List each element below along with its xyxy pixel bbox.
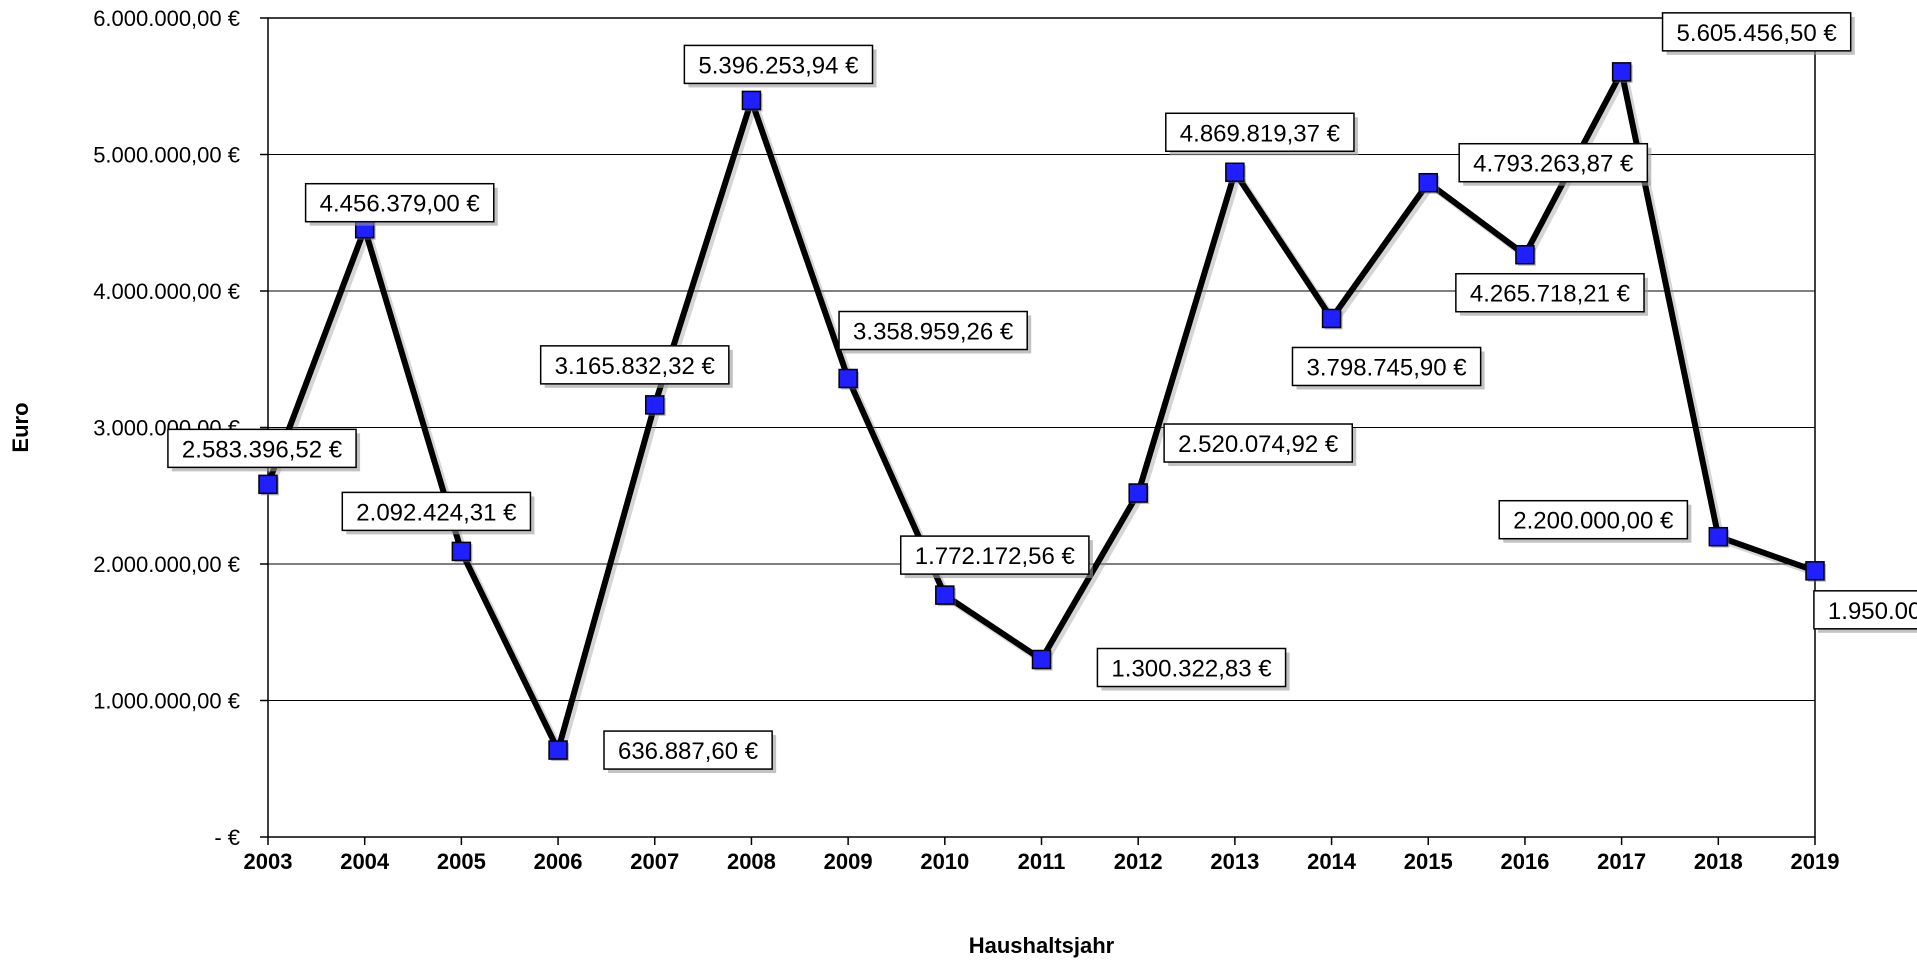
data-label-text: 4.869.819,37 € (1180, 120, 1341, 147)
data-label-2015: 4.793.263,87 € (1458, 142, 1652, 186)
data-label-box (539, 345, 730, 385)
x-tick-label-2018: 2018 (1694, 849, 1743, 874)
x-tick-label-2010: 2010 (920, 849, 969, 874)
data-label-box (1813, 590, 1917, 630)
data-label-2010: 1.772.172,56 € (899, 535, 1093, 579)
data-label-2003: 2.583.396,52 € (167, 428, 361, 472)
data-label-text: 1.300.322,83 € (1111, 656, 1272, 683)
data-point-2019[interactable] (1805, 561, 1825, 581)
y-tick-label-5: 5.000.000,00 € (93, 143, 240, 168)
series-group (258, 62, 1826, 762)
data-label-box (838, 310, 1028, 351)
x-tick-label-2009: 2009 (824, 849, 873, 874)
data-label-text: 636.887,60 € (618, 738, 759, 765)
data-label-2005: 2.092.424,31 € (341, 491, 535, 535)
data-point-2011[interactable] (1031, 649, 1052, 670)
x-tick-label-2005: 2005 (437, 849, 486, 874)
data-point-2018[interactable] (1708, 526, 1729, 547)
data-label-box (1165, 112, 1355, 153)
data-point-2008[interactable] (741, 90, 762, 111)
data-point-2007[interactable] (645, 395, 665, 415)
x-tick-label-2013: 2013 (1210, 849, 1259, 874)
data-label-text: 3.165.832,32 € (555, 353, 716, 380)
data-label-2019: 1.950.000,00 € (1813, 590, 1917, 633)
data-point-2013[interactable] (1225, 162, 1245, 183)
data-label-box (1291, 346, 1482, 387)
data-label-box (1096, 647, 1287, 688)
y-axis-title: Euro (8, 402, 33, 452)
x-tick-label-2004: 2004 (340, 849, 390, 874)
x-tick-label-2015: 2015 (1404, 849, 1453, 874)
x-tick-label-2017: 2017 (1597, 849, 1646, 874)
data-label-box (603, 730, 773, 770)
data-point-2005[interactable] (451, 541, 472, 562)
data-point-2003[interactable] (258, 474, 278, 495)
x-tick-label-2003: 2003 (244, 849, 293, 874)
data-label-text: 4.265.718,21 € (1470, 281, 1631, 308)
data-label-2004: 4.456.379,00 € (304, 182, 498, 226)
x-axis-title: Haushaltsjahr (969, 933, 1115, 958)
y-tick-label-1: 1.000.000,00 € (93, 689, 240, 714)
data-label-2016: 4.265.718,21 € (1455, 272, 1649, 316)
data-label-box (1498, 499, 1689, 540)
data-label-box (1458, 142, 1649, 183)
data-label-text: 2.092.424,31 € (356, 499, 517, 526)
data-label-2017: 5.605.456,50 € (1661, 12, 1855, 55)
data-point-2012[interactable] (1128, 483, 1148, 503)
data-point-2009[interactable] (838, 368, 858, 389)
x-tick-label-2012: 2012 (1114, 849, 1163, 874)
data-label-text: 2.520.074,92 € (1178, 431, 1339, 458)
data-point-2017[interactable] (1611, 62, 1632, 82)
data-label-box (304, 182, 495, 223)
data-label-2007: 3.165.832,32 € (539, 345, 733, 388)
data-label-box (899, 535, 1090, 575)
data-label-2014: 3.798.745,90 € (1291, 346, 1485, 390)
data-label-2012: 2.520.074,92 € (1163, 423, 1357, 467)
y-tick-label-2: 2.000.000,00 € (93, 552, 240, 577)
data-label-text: 2.200.000,00 € (1513, 508, 1674, 535)
data-label-2011: 1.300.322,83 € (1096, 647, 1290, 691)
y-tick-label-6: 6.000.000,00 € (93, 6, 240, 31)
data-label-text: 3.798.745,90 € (1306, 354, 1467, 381)
data-label-box (341, 491, 532, 532)
y-tick-label-0: - € (214, 825, 240, 850)
x-tick-label-2011: 2011 (1018, 849, 1066, 874)
data-label-2006: 636.887,60 € (603, 730, 777, 774)
x-tick-label-2019: 2019 (1791, 849, 1840, 874)
x-tick-label-2008: 2008 (727, 849, 776, 874)
data-label-text: 1.950.000,00 € (1828, 598, 1917, 625)
data-label-2008: 5.396.253,94 € (683, 44, 877, 88)
data-label-text: 4.793.263,87 € (1473, 151, 1634, 178)
x-tick-label-2007: 2007 (630, 849, 679, 874)
data-label-box (1661, 12, 1852, 52)
y-axis-ticks: - €1.000.000,00 €2.000.000,00 €3.000.000… (93, 6, 268, 850)
x-tick-label-2014: 2014 (1307, 849, 1357, 874)
data-label-2018: 2.200.000,00 € (1498, 499, 1692, 543)
data-label-box (1455, 272, 1645, 313)
data-label-text: 2.583.396,52 € (182, 436, 343, 463)
x-tick-label-2016: 2016 (1500, 849, 1549, 874)
data-label-box (683, 44, 874, 85)
y-tick-label-4: 4.000.000,00 € (93, 279, 240, 304)
data-label-box (1163, 423, 1354, 463)
data-label-2009: 3.358.959,26 € (838, 310, 1032, 354)
data-labels-group: 2.583.396,52 € 4.456.379,00 € 2.092.424,31… (167, 12, 1917, 774)
data-point-2015[interactable] (1418, 172, 1438, 193)
x-tick-label-2006: 2006 (534, 849, 583, 874)
data-label-box (167, 428, 357, 469)
data-label-text: 5.605.456,50 € (1677, 20, 1838, 47)
data-point-2010[interactable] (935, 585, 955, 605)
data-label-text: 4.456.379,00 € (320, 191, 481, 218)
data-point-2014[interactable] (1321, 308, 1342, 329)
x-axis-ticks: 2003 2004 2005 2006 2007 2008 2009 2010 2011 2012… (244, 837, 1840, 874)
data-label-text: 1.772.172,56 € (915, 543, 1076, 570)
data-point-2006[interactable] (548, 740, 568, 760)
data-label-text: 5.396.253,94 € (698, 52, 859, 79)
data-label-text: 3.358.959,26 € (853, 319, 1014, 346)
data-label-2013: 4.869.819,37 € (1165, 112, 1358, 156)
data-point-2016[interactable] (1515, 244, 1535, 265)
